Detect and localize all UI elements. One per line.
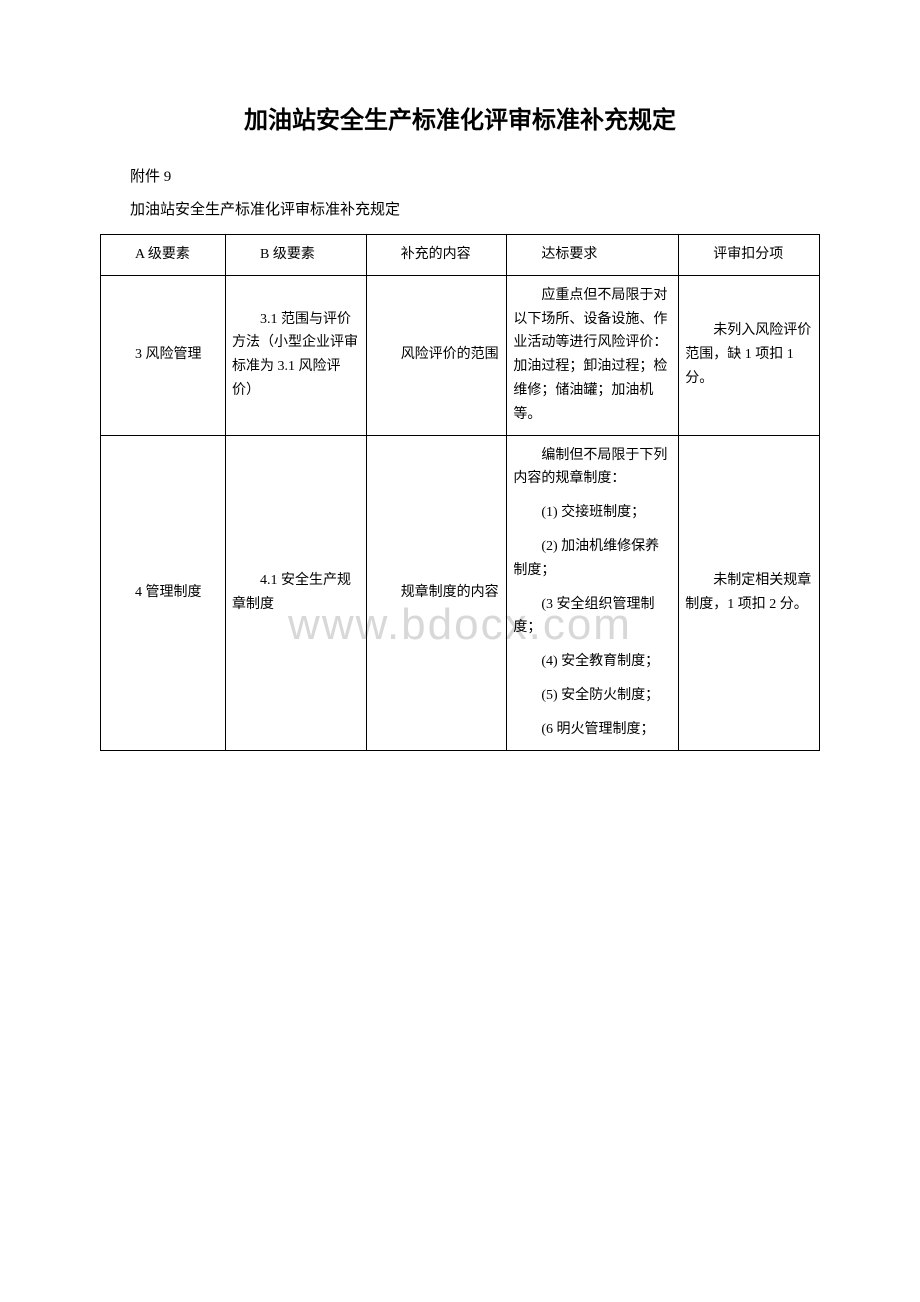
page-title: 加油站安全生产标准化评审标准补充规定 — [100, 100, 820, 135]
req-para: (4) 安全教育制度； — [513, 650, 672, 674]
req-para: (3 安全组织管理制度； — [513, 593, 672, 641]
header-a-level: A 级要素 — [101, 235, 226, 276]
cell-deduction: 未制定相关规章制度，1 项扣 2 分。 — [679, 435, 820, 750]
table-row: 4 管理制度 4.1 安全生产规章制度 规章制度的内容 编制但不局限于下列内容的… — [101, 435, 820, 750]
appendix-label: 附件 9 — [100, 165, 820, 186]
cell-requirement: 应重点但不局限于对以下场所、设备设施、作业活动等进行风险评价：加油过程；卸油过程… — [507, 275, 679, 435]
header-deduction: 评审扣分项 — [679, 235, 820, 276]
header-supplement: 补充的内容 — [366, 235, 507, 276]
header-requirement: 达标要求 — [507, 235, 679, 276]
table-row: 3 风险管理 3.1 范围与评价方法（小型企业评审标准为 3.1 风险评价） 风… — [101, 275, 820, 435]
req-para: 编制但不局限于下列内容的规章制度： — [513, 444, 672, 492]
subtitle: 加油站安全生产标准化评审标准补充规定 — [100, 198, 820, 219]
cell-a-level: 4 管理制度 — [101, 435, 226, 750]
cell-a-level: 3 风险管理 — [101, 275, 226, 435]
req-para: (5) 安全防火制度； — [513, 684, 672, 708]
req-para: (6 明火管理制度； — [513, 718, 672, 742]
req-para: (2) 加油机维修保养制度； — [513, 535, 672, 583]
cell-supplement: 规章制度的内容 — [366, 435, 507, 750]
cell-supplement: 风险评价的范围 — [366, 275, 507, 435]
cell-b-level: 3.1 范围与评价方法（小型企业评审标准为 3.1 风险评价） — [226, 275, 367, 435]
cell-requirement: 编制但不局限于下列内容的规章制度： (1) 交接班制度； (2) 加油机维修保养… — [507, 435, 679, 750]
req-para: (1) 交接班制度； — [513, 501, 672, 525]
standards-table: A 级要素 B 级要素 补充的内容 达标要求 评审扣分项 3 风险管理 3.1 … — [100, 234, 820, 751]
cell-b-level: 4.1 安全生产规章制度 — [226, 435, 367, 750]
header-b-level: B 级要素 — [226, 235, 367, 276]
cell-deduction: 未列入风险评价范围，缺 1 项扣 1 分。 — [679, 275, 820, 435]
req-para: 应重点但不局限于对以下场所、设备设施、作业活动等进行风险评价：加油过程；卸油过程… — [513, 284, 672, 427]
table-header-row: A 级要素 B 级要素 补充的内容 达标要求 评审扣分项 — [101, 235, 820, 276]
